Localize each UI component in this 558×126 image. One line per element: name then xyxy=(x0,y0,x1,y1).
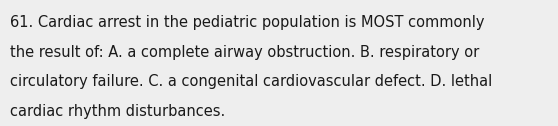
Text: the result of: A. a complete airway obstruction. B. respiratory or: the result of: A. a complete airway obst… xyxy=(10,45,479,60)
Text: cardiac rhythm disturbances.: cardiac rhythm disturbances. xyxy=(10,104,225,119)
Text: circulatory failure. C. a congenital cardiovascular defect. D. lethal: circulatory failure. C. a congenital car… xyxy=(10,74,492,89)
Text: 61. Cardiac arrest in the pediatric population is MOST commonly: 61. Cardiac arrest in the pediatric popu… xyxy=(10,15,484,30)
